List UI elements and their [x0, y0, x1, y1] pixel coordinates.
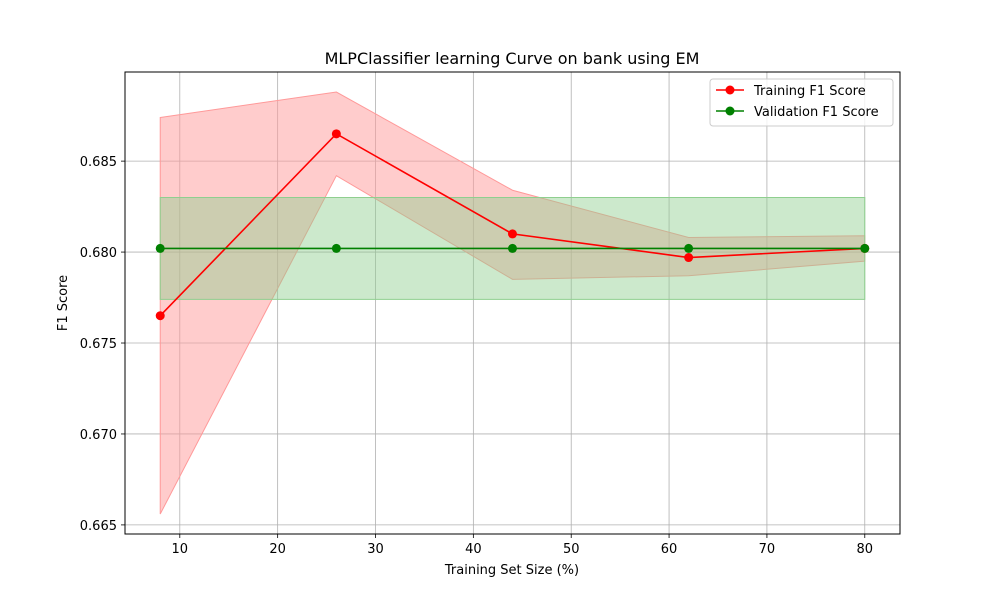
series-lines: [155, 129, 870, 321]
x-tick-label: 50: [563, 542, 580, 557]
validation-f1-score-point: [508, 243, 517, 253]
y-tick-label: 0.670: [80, 428, 117, 443]
x-tick-label: 30: [367, 542, 384, 557]
training-f1-score-point: [508, 229, 517, 239]
validation-f1-score-point: [684, 243, 694, 253]
y-tick-label: 0.665: [80, 519, 117, 534]
x-tick-label: 40: [465, 542, 482, 557]
axis-ticks: 10 20 30 40 50 60 70 80 0.665 0.670 0.675 0.680 0.68…: [80, 155, 873, 557]
validation-f1-score-point: [331, 243, 341, 253]
legend-marker-training: [725, 85, 735, 95]
y-tick-label: 0.675: [80, 337, 117, 352]
x-axis-label: Training Set Size (%): [444, 563, 579, 578]
x-tick-label: 60: [661, 542, 678, 557]
x-tick-label: 10: [172, 542, 189, 557]
validation-f1-score-point: [860, 243, 870, 253]
x-tick-label: 80: [856, 542, 873, 557]
legend-marker-validation: [725, 106, 735, 116]
legend-box: [709, 78, 894, 127]
confidence-bands: [159, 91, 866, 515]
x-tick-label: 20: [269, 542, 286, 557]
training-f1-score-band: [159, 91, 866, 515]
training-f1-score-point: [684, 253, 694, 263]
x-tick-label: 70: [759, 542, 776, 557]
training-f1-score-point: [155, 311, 165, 321]
chart-title: MLPClassifier learning Curve on bank usi…: [325, 49, 700, 68]
legend: Training F1 Score Validation F1 Score: [709, 78, 894, 127]
validation-f1-score-point: [155, 243, 165, 253]
y-tick-label: 0.680: [80, 246, 117, 261]
y-axis-label: F1 Score: [56, 275, 71, 331]
legend-label-training: Training F1 Score: [753, 84, 866, 99]
legend-label-validation: Validation F1 Score: [754, 105, 879, 120]
y-tick-label: 0.685: [80, 155, 117, 170]
training-f1-score-point: [331, 129, 341, 139]
plot-frame: [124, 71, 901, 535]
